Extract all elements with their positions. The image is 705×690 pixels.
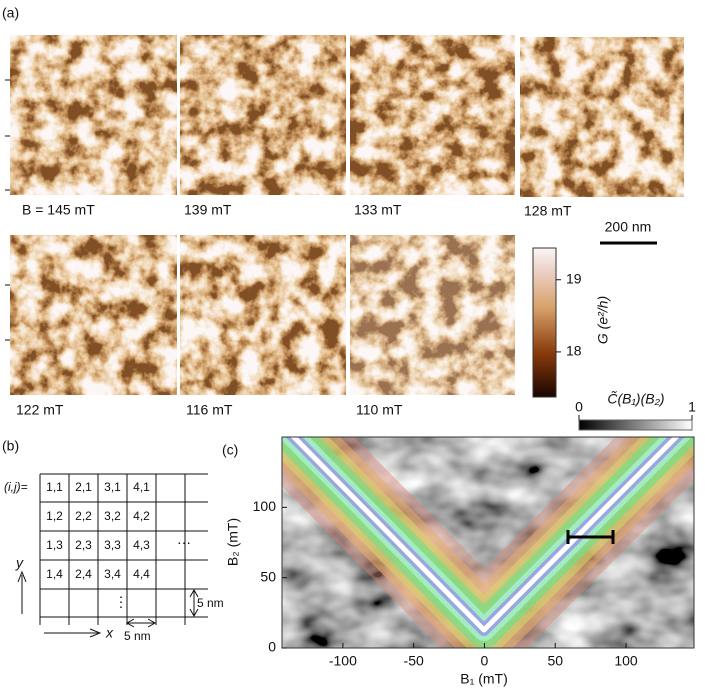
- image-label: 110 mT: [356, 402, 403, 418]
- correlation-band: [282, 437, 694, 648]
- y-arrow: [17, 570, 27, 614]
- afm-image: [180, 35, 346, 195]
- spacing-arrow: [125, 618, 157, 628]
- cell-label: 4,4: [133, 567, 150, 581]
- afm-image: [10, 35, 177, 195]
- index-label: (i,j)=: [4, 480, 28, 494]
- x-tick-label: 0: [481, 653, 489, 669]
- x-arrow: [44, 628, 102, 638]
- image-label: 116 mT: [186, 402, 233, 418]
- colorbar: [532, 247, 557, 398]
- cell-label: 2,2: [75, 509, 92, 523]
- cell-label: 2,3: [75, 538, 92, 552]
- spacing-label: 5 nm: [197, 596, 224, 610]
- y-label: y: [15, 555, 24, 571]
- lattice-grid: [39, 473, 208, 625]
- image-label: B = 145 mT: [22, 202, 95, 218]
- cell-label: 1,3: [46, 538, 63, 552]
- colorbar: [578, 419, 693, 431]
- ellipsis: ⋯: [177, 535, 191, 551]
- colorbar-tick-label: 0: [575, 399, 583, 415]
- afm-image: [350, 235, 515, 395]
- afm-image: [180, 235, 346, 395]
- x-axis-label: B₁ (mT): [460, 671, 508, 687]
- cell-label: 3,3: [104, 538, 121, 552]
- scale-bar-label: 200 nm: [605, 219, 652, 235]
- colorbar-tick-label: 19: [566, 270, 582, 286]
- cell-label: 4,1: [133, 480, 150, 494]
- x-tick-label: -100: [329, 653, 357, 669]
- colorbar-tick-label: 1: [688, 399, 696, 415]
- y-tick-label: 0: [268, 639, 276, 655]
- ellipsis: ⋮: [114, 594, 128, 610]
- cell-label: 2,4: [75, 567, 92, 581]
- afm-image: [10, 235, 177, 395]
- cell-label: 3,1: [104, 480, 121, 494]
- heatmap: [282, 437, 694, 648]
- cells: 1,1 2,1 3,1 4,1 1,2 2,2 3,2 4,2 1,3 2,3 3,3 4,3 1,4 2…: [46, 480, 150, 581]
- plot-frame: [281, 436, 695, 649]
- y-axis-label: B₂ (mT): [225, 518, 241, 566]
- x-tick-label: 50: [547, 653, 563, 669]
- cell-label: 3,2: [104, 509, 121, 523]
- cell-label: 1,4: [46, 567, 63, 581]
- panel-label: (c): [222, 442, 238, 458]
- image-ticks: [5, 79, 10, 341]
- y-tick-label: 100: [253, 498, 277, 514]
- panel-label: (b): [2, 438, 19, 454]
- colorbar-tick-label: 18: [566, 343, 582, 359]
- image-label: 133 mT: [354, 202, 402, 218]
- cell-label: 4,2: [133, 509, 150, 523]
- colorbar-label: G (e²/h): [595, 296, 611, 344]
- panel-label: (a): [2, 5, 19, 21]
- afm-image: [350, 35, 515, 195]
- cell-label: 4,3: [133, 538, 150, 552]
- x-tick-label: -50: [404, 653, 424, 669]
- width-marker: [566, 530, 615, 544]
- x-label: x: [105, 625, 114, 641]
- image-label: 139 mT: [184, 202, 232, 218]
- image-label: 122 mT: [16, 402, 64, 418]
- cell-label: 2,1: [75, 480, 92, 494]
- cell-label: 3,4: [104, 567, 121, 581]
- colorbar-label: C̃(B₁)(B₂): [607, 391, 664, 407]
- afm-images: [5, 35, 684, 395]
- cell-label: 1,2: [46, 509, 63, 523]
- cell-label: 1,1: [46, 480, 63, 494]
- afm-image: [520, 37, 684, 197]
- spacing-arrow: [189, 588, 199, 618]
- y-tick-label: 50: [260, 568, 276, 584]
- image-label: 128 mT: [524, 203, 572, 219]
- spacing-label: 5 nm: [124, 629, 151, 643]
- x-tick-label: 100: [614, 653, 638, 669]
